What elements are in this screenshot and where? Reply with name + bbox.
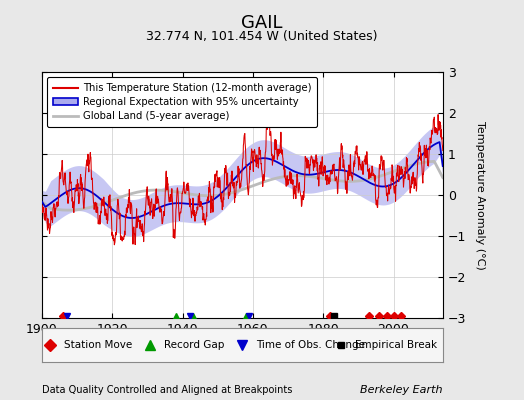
Legend: This Temperature Station (12-month average), Regional Expectation with 95% uncer: This Temperature Station (12-month avera… [47,77,318,127]
Y-axis label: Temperature Anomaly (°C): Temperature Anomaly (°C) [475,121,485,269]
Text: Station Move: Station Move [64,340,132,350]
Text: Record Gap: Record Gap [164,340,225,350]
Text: Data Quality Controlled and Aligned at Breakpoints: Data Quality Controlled and Aligned at B… [42,385,292,395]
Text: 32.774 N, 101.454 W (United States): 32.774 N, 101.454 W (United States) [146,30,378,43]
Text: GAIL: GAIL [241,14,283,32]
Text: Berkeley Earth: Berkeley Earth [361,385,443,395]
Text: Empirical Break: Empirical Break [355,340,436,350]
Text: Time of Obs. Change: Time of Obs. Change [256,340,365,350]
